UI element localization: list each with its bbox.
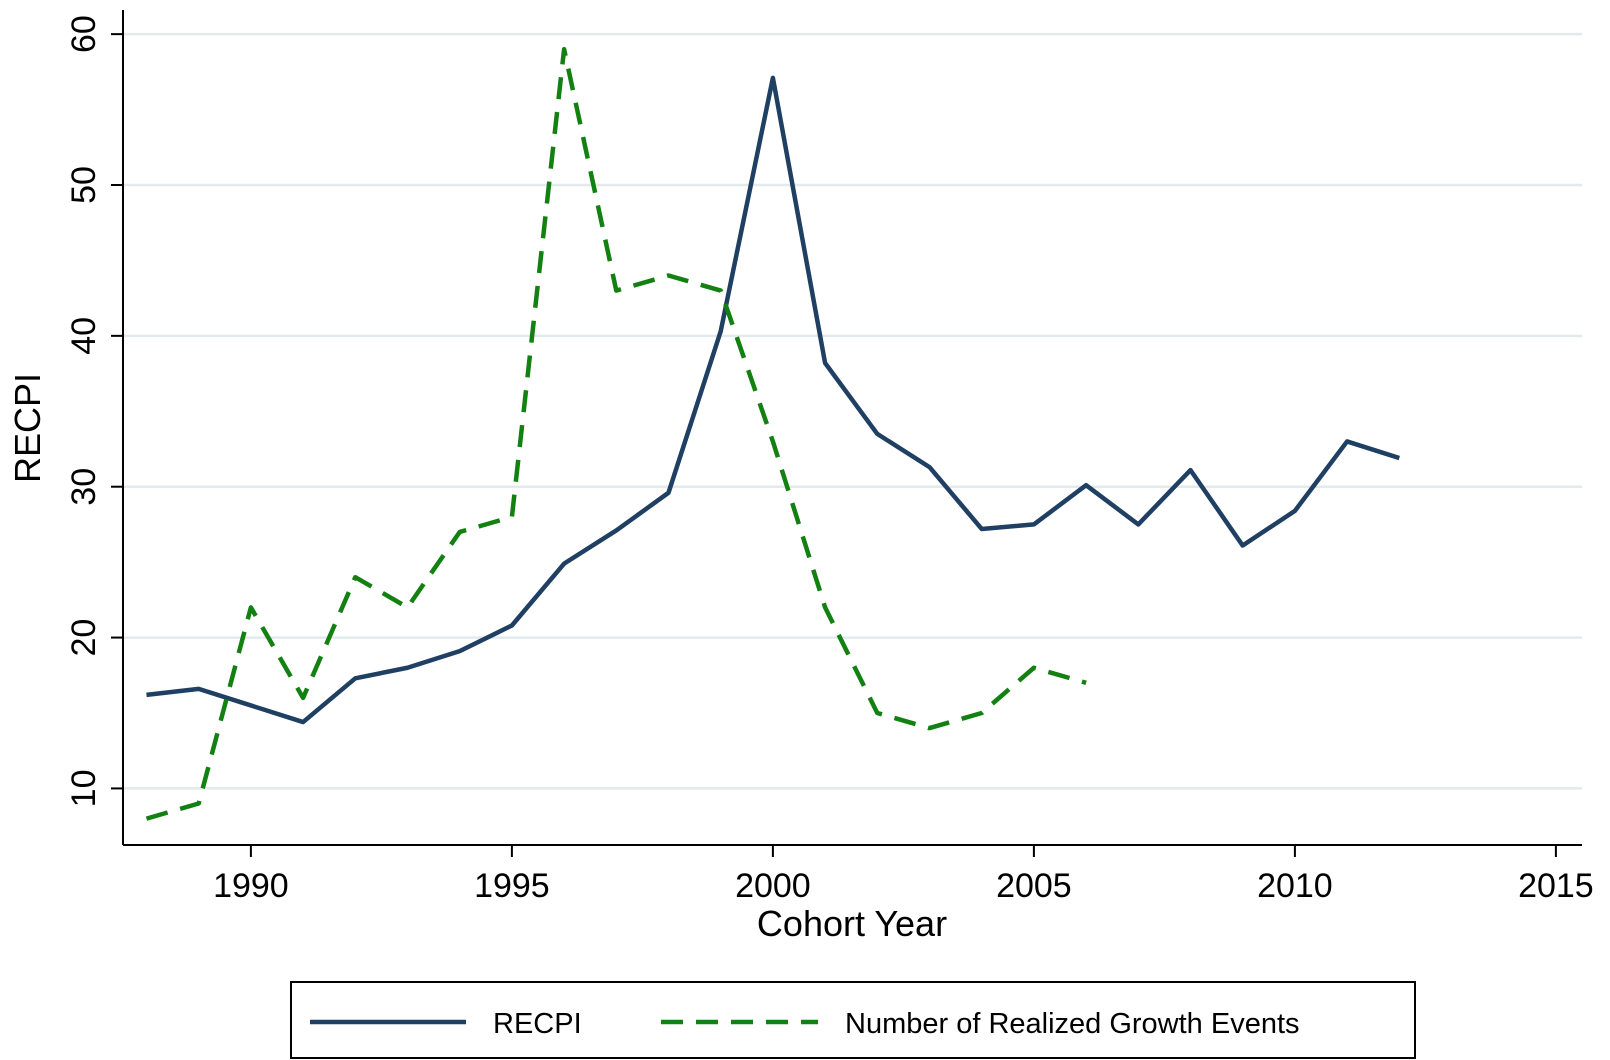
y-tick-label: 40 xyxy=(65,317,103,355)
series-line xyxy=(145,46,1087,821)
legend-box xyxy=(290,981,1416,1059)
x-axis-label: Cohort Year xyxy=(757,903,947,944)
series-line xyxy=(146,75,1400,725)
y-tick-label: 30 xyxy=(65,468,103,506)
y-tick-label: 20 xyxy=(65,619,103,657)
x-tick-label: 1995 xyxy=(474,867,550,905)
x-tick-label: 1990 xyxy=(213,867,289,905)
legend-label: RECPI xyxy=(493,1008,582,1040)
legend-label: Number of Realized Growth Events xyxy=(845,1008,1300,1040)
y-tick-label: 10 xyxy=(65,770,103,808)
x-tick-label: 2010 xyxy=(1257,867,1333,905)
x-tick-label: 2000 xyxy=(735,867,811,905)
y-axis-label: RECPI xyxy=(7,373,48,483)
x-tick-label: 2005 xyxy=(996,867,1072,905)
y-tick-label: 60 xyxy=(65,15,103,53)
y-tick-label: 50 xyxy=(65,166,103,204)
x-tick-label: 2015 xyxy=(1518,867,1594,905)
